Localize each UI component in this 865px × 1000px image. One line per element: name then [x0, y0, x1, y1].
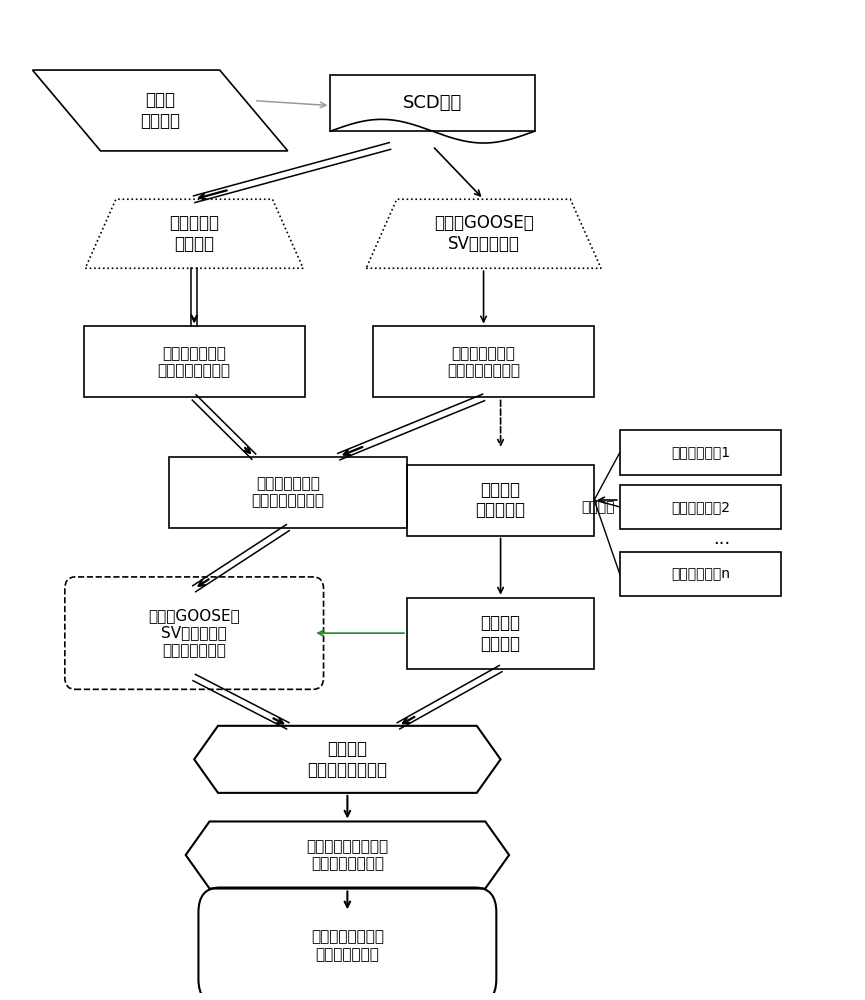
Text: ...: ... [714, 530, 731, 548]
Text: 虚链路及虚回路
对象及其连接模型: 虚链路及虚回路 对象及其连接模型 [447, 346, 520, 378]
Text: 网络链路实回路
对象及其连接模型: 网络链路实回路 对象及其连接模型 [157, 346, 231, 378]
Text: 链路中断告警n: 链路中断告警n [671, 567, 730, 581]
Text: 信息传输: 信息传输 [582, 500, 615, 514]
Text: 基于有向回路的差集
逆近故障定位推理: 基于有向回路的差集 逆近故障定位推理 [306, 839, 388, 871]
Text: 过程层
组网信息: 过程层 组网信息 [140, 91, 180, 130]
Text: 链路中断告警2: 链路中断告警2 [671, 500, 730, 514]
Text: 物理路径
有向回路端点故障: 物理路径 有向回路端点故障 [307, 740, 388, 779]
Text: 链路中断告警1: 链路中断告警1 [671, 446, 730, 460]
Text: 虚回路和过程层
网络链路关联映射: 虚回路和过程层 网络链路关联映射 [252, 476, 324, 508]
Text: 过程层网络
拓扑结构: 过程层网络 拓扑结构 [170, 214, 219, 253]
Text: SCD文件: SCD文件 [403, 94, 462, 112]
Text: 故障推理诊断定位
标识可能故障点: 故障推理诊断定位 标识可能故障点 [311, 930, 384, 962]
Text: 二次设备
虚链路状态: 二次设备 虚链路状态 [476, 481, 526, 519]
Text: 过程层GOOSE、
SV信息虚回路: 过程层GOOSE、 SV信息虚回路 [433, 214, 534, 253]
Text: 驱动故障
诊断定位: 驱动故障 诊断定位 [481, 614, 521, 653]
Text: 装置间GOOSE、
SV数据信息集
经过的物理路径: 装置间GOOSE、 SV数据信息集 经过的物理路径 [148, 608, 240, 658]
